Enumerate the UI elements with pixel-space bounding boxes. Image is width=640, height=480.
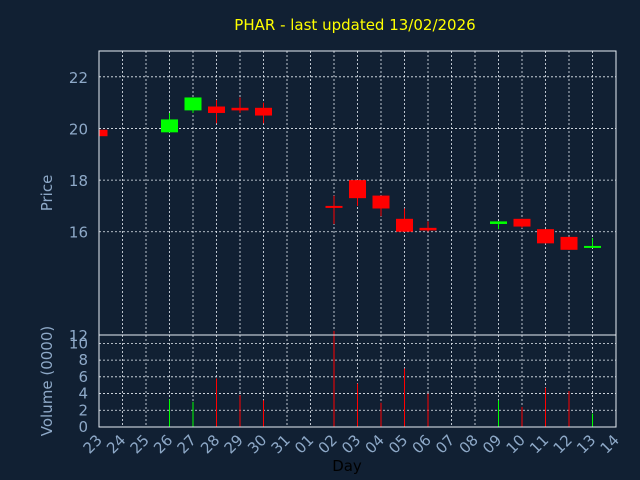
x-tick-label: 09	[479, 431, 505, 457]
x-tick-label: 06	[409, 431, 435, 457]
x-tick-label: 27	[174, 431, 200, 457]
candle-body	[560, 236, 578, 250]
x-tick-label: 02	[315, 431, 341, 457]
candle-body	[349, 180, 366, 199]
price-grid	[98, 51, 617, 335]
x-tick-label: 29	[221, 431, 247, 457]
candle-body	[372, 195, 390, 209]
x-tick-label: 08	[456, 431, 482, 457]
x-tick-label: 10	[503, 431, 529, 457]
candle-body	[396, 218, 413, 232]
candle-body	[513, 218, 531, 227]
x-tick-label: 07	[432, 431, 458, 457]
x-axis-label: Day	[332, 457, 362, 475]
x-tick-label: 30	[244, 431, 270, 457]
price-axis-label: Price	[38, 175, 56, 212]
candle-body	[208, 106, 225, 113]
chart-title: PHAR - last updated 13/02/2026	[234, 16, 475, 34]
candle-body	[99, 129, 108, 137]
volume-bars	[169, 330, 593, 427]
x-tick-label: 04	[362, 431, 388, 457]
price-tick-label: 16	[69, 224, 88, 242]
price-axis-ticks: 12 16 18 20 22	[69, 69, 88, 345]
volume-tick-label: 10	[69, 334, 88, 352]
candle-body	[184, 97, 202, 111]
candle-body	[419, 227, 437, 231]
x-tick-label: 01	[291, 431, 317, 457]
price-tick-label: 20	[69, 120, 88, 138]
volume-tick-label: 2	[78, 401, 88, 419]
x-tick-label: 24	[103, 431, 129, 457]
candle-body	[161, 119, 178, 133]
candle-body	[325, 205, 343, 208]
volume-axis-label: Volume (0000)	[38, 326, 56, 436]
x-tick-label: 28	[197, 431, 223, 457]
x-tick-label: 12	[550, 431, 576, 457]
x-tick-label: 11	[526, 431, 552, 457]
candle-body	[584, 245, 601, 248]
price-tick-label: 12	[69, 327, 88, 345]
price-tick-label: 18	[69, 172, 88, 190]
volume-tick-label: 6	[78, 368, 88, 386]
x-axis-ticks: 2324252627282930310102030405060708091011…	[80, 431, 623, 457]
volume-tick-label: 8	[78, 351, 88, 369]
candle-body	[231, 107, 249, 111]
price-tick-label: 22	[69, 69, 88, 87]
x-tick-label: 13	[573, 431, 599, 457]
x-tick-label: 03	[338, 431, 364, 457]
volume-panel-frame	[98, 334, 617, 428]
volume-tick-label: 0	[78, 418, 88, 436]
candle-body	[255, 107, 272, 116]
x-tick-label: 26	[150, 431, 176, 457]
x-tick-label: 31	[268, 431, 294, 457]
volume-tick-label: 4	[78, 385, 88, 403]
x-tick-label: 14	[597, 431, 623, 457]
candle-body	[490, 221, 507, 224]
price-candles	[98, 97, 601, 250]
candle-body	[537, 229, 554, 244]
x-tick-label: 05	[385, 431, 411, 457]
x-tick-label: 25	[127, 431, 153, 457]
